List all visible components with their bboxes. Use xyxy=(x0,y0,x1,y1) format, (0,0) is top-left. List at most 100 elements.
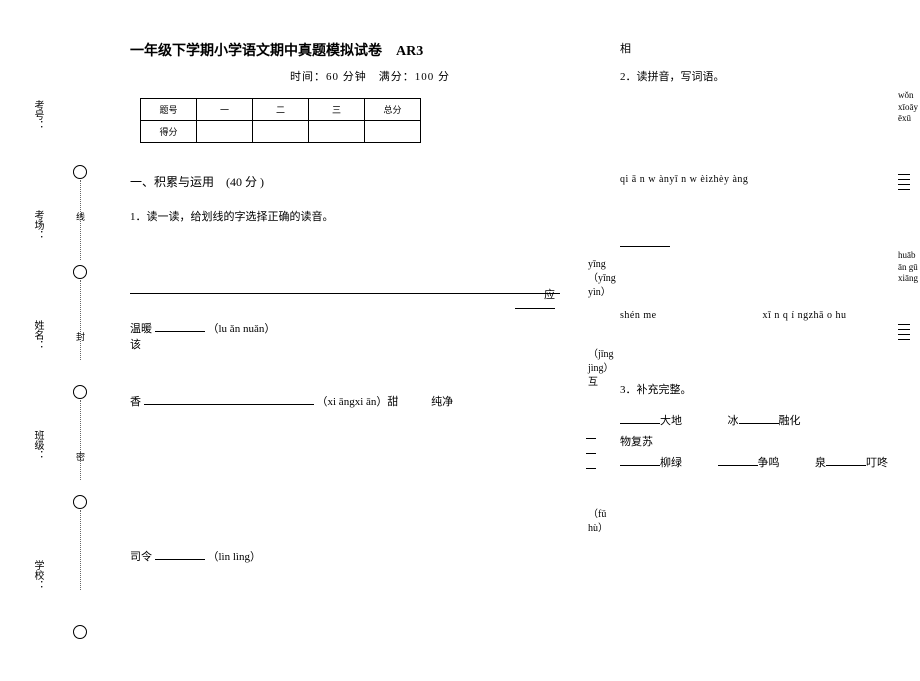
text: 争鸣 xyxy=(758,457,780,469)
binding-sideword: 线 xyxy=(76,210,85,223)
vertical-pinyin-2: （jīng jìng）互 xyxy=(588,348,600,390)
score-label: 得分 xyxy=(141,121,197,143)
question-1-body: 应 温暖 （lu ǎn nuǎn） 该 香 （xi āngxi ān）甜 纯净 … xyxy=(130,238,610,568)
binding-circle xyxy=(73,385,87,399)
exam-title: 一年级下学期小学语文期中真题模拟试卷 AR3 xyxy=(130,40,610,60)
answer-line[interactable] xyxy=(898,174,910,175)
answer-row xyxy=(620,235,920,250)
score-table: 题号 一 二 三 总分 得分 xyxy=(140,98,421,143)
vertical-pinyin-3: （fǔ hù） xyxy=(588,508,600,536)
score-cell[interactable] xyxy=(309,121,365,143)
spacer xyxy=(620,185,920,235)
text: 叮咚 xyxy=(866,457,888,469)
binding-label-examid: 考号： xyxy=(30,100,45,130)
score-cell[interactable] xyxy=(253,121,309,143)
binding-dotline xyxy=(80,280,81,360)
binding-circle xyxy=(73,625,87,639)
pinyin-line-1: qi ā n w ànyī n w èizhèy àng xyxy=(620,174,920,185)
table-row: 得分 xyxy=(141,121,421,143)
spacer xyxy=(620,250,920,310)
answer-line[interactable] xyxy=(130,293,560,294)
text: 冰 xyxy=(728,415,739,427)
binding-label-class: 班级： xyxy=(30,430,45,460)
question-3-body: 大地 冰 融化 物复苏 柳绿 争鸣 泉 叮咚 xyxy=(620,411,920,474)
text: 柳绿 xyxy=(660,457,682,469)
answer-blank[interactable] xyxy=(620,454,660,466)
score-header: 二 xyxy=(253,99,309,121)
q3-line2: 柳绿 争鸣 泉 叮咚 xyxy=(620,453,920,474)
score-header: 一 xyxy=(197,99,253,121)
binding-dotline xyxy=(80,400,81,480)
binding-dotline xyxy=(80,510,81,590)
table-row: 题号 一 二 三 总分 xyxy=(141,99,421,121)
answer-line[interactable] xyxy=(515,308,555,309)
answer-line[interactable] xyxy=(586,438,596,439)
answer-blank[interactable] xyxy=(155,548,205,560)
char-xiang-top: 相 xyxy=(620,40,920,56)
pinyin-xiang: （xi āngxi ān）甜 xyxy=(317,396,399,408)
spacer xyxy=(620,321,920,381)
answer-line[interactable] xyxy=(898,324,910,325)
answer-line[interactable] xyxy=(898,329,910,330)
binding-label-name: 姓名： xyxy=(30,320,45,350)
score-cell[interactable] xyxy=(197,121,253,143)
text: 大地 xyxy=(660,415,682,427)
item-siling: 司令 （lìn lìng） xyxy=(130,548,261,564)
pinyin-line-2: shén me xī n q í ngzhā o hu xyxy=(620,310,920,321)
answer-line[interactable] xyxy=(898,339,910,340)
pinyin-shenme: shén me xyxy=(620,310,657,321)
binding-label-room: 考场： xyxy=(30,210,45,240)
vertical-pinyin-1: yīng（yīng yìn） xyxy=(588,258,600,300)
left-column: 一年级下学期小学语文期中真题模拟试卷 AR3 时间：60 分钟 满分：100 分… xyxy=(130,40,610,568)
score-cell[interactable] xyxy=(365,121,421,143)
answer-line[interactable] xyxy=(898,334,910,335)
q3-line1b: 物复苏 xyxy=(620,432,920,453)
text: 泉 xyxy=(815,457,826,469)
text: 融化 xyxy=(779,415,801,427)
answer-blank[interactable] xyxy=(155,320,205,332)
answer-blank[interactable] xyxy=(620,412,660,424)
binding-circle xyxy=(73,495,87,509)
char-ying: 应 xyxy=(544,286,555,302)
right-column: 相 2．读拼音，写词语。 qi ā n w ànyī n w èizhèy àn… xyxy=(620,40,920,474)
answer-line[interactable] xyxy=(586,468,596,469)
binding-margin: 考号： 线 考场： 封 姓名： 密 班级： 学校： xyxy=(60,0,100,681)
binding-sideword: 封 xyxy=(76,330,85,343)
score-header: 三 xyxy=(309,99,365,121)
answer-blank[interactable] xyxy=(144,393,314,405)
binding-sideword: 密 xyxy=(76,450,85,463)
question-3-prompt: 3．补充完整。 xyxy=(620,381,920,397)
char-xiang: 香 xyxy=(130,396,141,408)
pinyin-wennuan: （lu ǎn nuǎn） xyxy=(208,323,276,335)
score-header: 题号 xyxy=(141,99,197,121)
answer-blank[interactable] xyxy=(826,454,866,466)
far-right-pinyin-2: huābān gū xiāng xyxy=(898,250,918,285)
answer-line[interactable] xyxy=(898,179,910,180)
answer-blank[interactable] xyxy=(739,412,779,424)
pinyin-xinqing: xī n q í ngzhā o hu xyxy=(763,310,847,321)
char-gai: 该 xyxy=(130,336,141,352)
item-wennuan: 温暖 （lu ǎn nuǎn） xyxy=(130,320,275,336)
item-xiang: 香 （xi āngxi ān）甜 纯净 xyxy=(130,393,453,409)
answer-line[interactable] xyxy=(586,453,596,454)
text: 物复苏 xyxy=(620,436,653,448)
question-2-prompt: 2．读拼音，写词语。 xyxy=(620,68,920,84)
char-wennuan: 温暖 xyxy=(130,323,152,335)
q3-line1: 大地 冰 融化 xyxy=(620,411,920,432)
answer-blank[interactable] xyxy=(718,454,758,466)
score-header: 总分 xyxy=(365,99,421,121)
answer-blank[interactable] xyxy=(620,235,670,247)
answer-line[interactable] xyxy=(898,184,910,185)
binding-circle xyxy=(73,265,87,279)
char-siling: 司令 xyxy=(130,551,152,563)
exam-subtitle: 时间：60 分钟 满分：100 分 xyxy=(130,68,610,84)
question-1-prompt: 1．读一读，给划线的字选择正确的读音。 xyxy=(130,208,610,224)
spacer xyxy=(620,98,920,174)
binding-circle xyxy=(73,165,87,179)
pinyin-siling: （lìn lìng） xyxy=(208,551,261,563)
binding-label-school: 学校： xyxy=(30,560,45,590)
answer-line[interactable] xyxy=(898,189,910,190)
char-chunjing: 纯净 xyxy=(431,396,453,408)
far-right-pinyin-1: wǒn xīoāyēxū xyxy=(898,90,918,125)
section-heading: 一、积累与运用 (40 分 ) xyxy=(130,173,610,190)
